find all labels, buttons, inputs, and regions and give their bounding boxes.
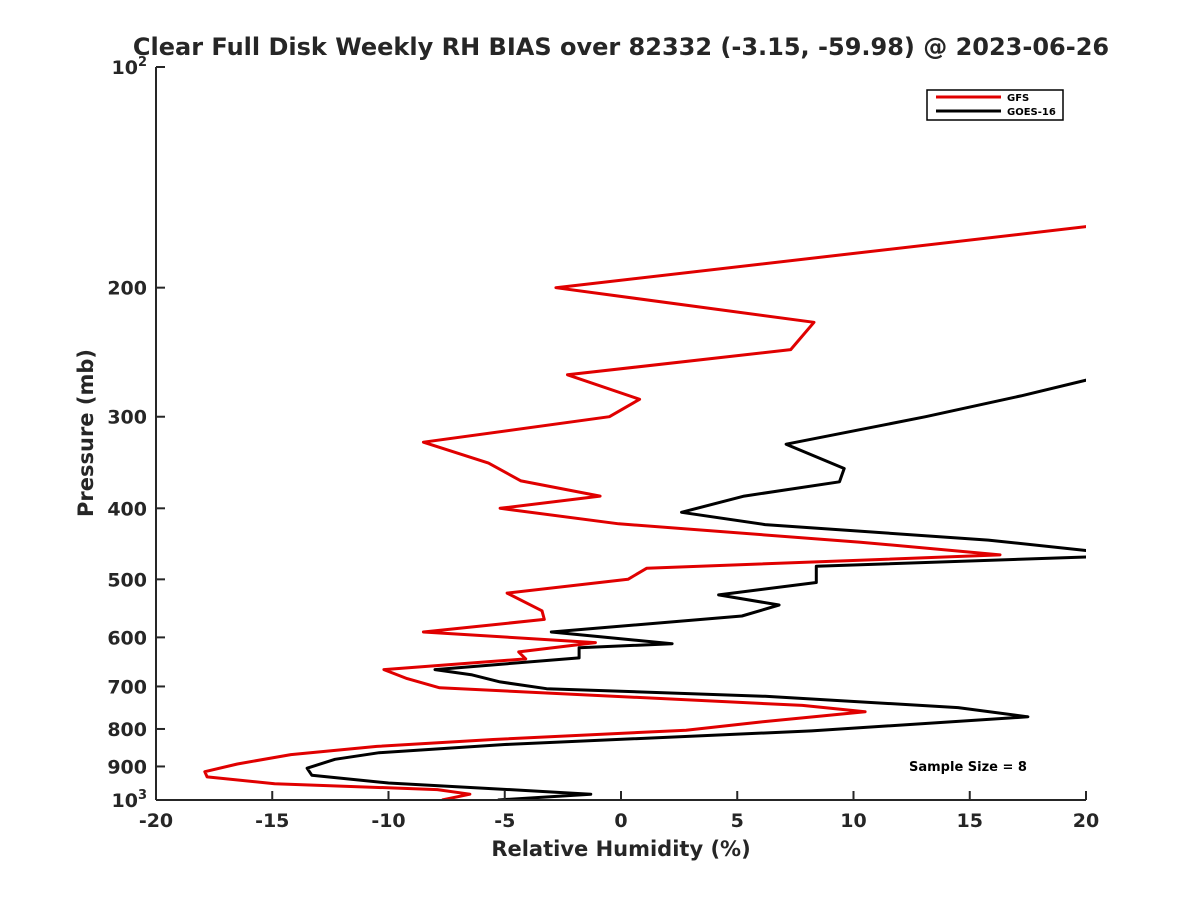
legend-label-gfs: GFS	[1007, 93, 1029, 104]
x-tick-label: -20	[139, 810, 173, 832]
series-line-gfs	[203, 225, 1086, 800]
x-tick-label: 10	[840, 810, 866, 832]
plot-area	[156, 67, 1086, 800]
x-tick-label: 5	[731, 810, 744, 832]
chart-title: Clear Full Disk Weekly RH BIAS over 8233…	[133, 33, 1109, 61]
series-layer	[203, 225, 1086, 800]
x-tick-label: -10	[371, 810, 405, 832]
axes-layer: -20 -15 -10 -5 0 5 10 15 20 200 300 400 500 600 700 800…	[107, 55, 1099, 832]
y-tick-label: 500	[107, 569, 147, 591]
sample-size-annotation: Sample Size = 8	[909, 760, 1027, 775]
y-tick-label: 300	[107, 407, 147, 429]
y-tick-label: 600	[107, 627, 147, 649]
legend-box	[926, 89, 1064, 121]
x-tick-label: 0	[614, 810, 627, 832]
y-tick-label: 900	[107, 756, 147, 778]
x-tick-label: 20	[1073, 810, 1099, 832]
y-axis-label: Pressure (mb)	[74, 349, 98, 517]
y-tick-label: 800	[107, 719, 147, 741]
x-tick-label: -5	[494, 810, 515, 832]
series-line-goes-16	[305, 378, 1086, 800]
y-tick-label: 400	[107, 498, 147, 520]
y-tick-label-power: 103	[112, 788, 148, 812]
x-axis-label: Relative Humidity (%)	[491, 837, 750, 861]
legend-label-goes-16: GOES-16	[1007, 107, 1056, 118]
y-tick-label-power: 102	[112, 55, 148, 79]
y-tick-label: 200	[107, 278, 147, 300]
x-tick-label: -15	[255, 810, 289, 832]
x-tick-label: 15	[957, 810, 983, 832]
legend: GFS GOES-16	[926, 89, 1064, 121]
y-tick-label: 700	[107, 676, 147, 698]
